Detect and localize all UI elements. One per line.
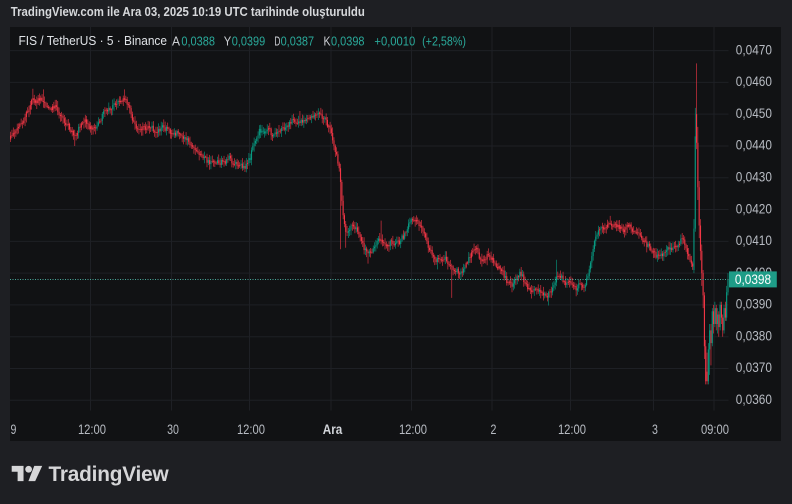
svg-text:0,0430: 0,0430 (736, 169, 772, 184)
svg-text:0,0398: 0,0398 (331, 34, 365, 49)
svg-text:12:00: 12:00 (78, 422, 106, 437)
svg-text:D: D (274, 34, 280, 49)
svg-text:30: 30 (167, 422, 179, 437)
svg-text:TradingView.com ile Ara 03, 20: TradingView.com ile Ara 03, 2025 10:19 U… (11, 4, 365, 19)
svg-text:2: 2 (491, 422, 497, 437)
svg-text:0,0387: 0,0387 (281, 34, 315, 49)
svg-text:12:00: 12:00 (237, 422, 265, 437)
svg-text:09:00: 09:00 (701, 422, 729, 437)
svg-text:0,0450: 0,0450 (736, 106, 772, 121)
svg-text:0,0398: 0,0398 (735, 272, 771, 287)
svg-text:0,0420: 0,0420 (736, 201, 772, 216)
svg-text:FIS / TetherUS · 5 · Binance: FIS / TetherUS · 5 · Binance (19, 33, 168, 48)
svg-text:0,0390: 0,0390 (736, 297, 772, 312)
svg-text:K: K (324, 34, 331, 49)
svg-text:0,0360: 0,0360 (736, 392, 772, 407)
svg-text:0,0410: 0,0410 (736, 233, 772, 248)
svg-text:A: A (172, 34, 180, 49)
svg-text:0,0440: 0,0440 (736, 138, 772, 153)
svg-text:0,0370: 0,0370 (736, 360, 772, 375)
svg-text:0,0460: 0,0460 (736, 74, 772, 89)
svg-text:Y: Y (224, 34, 232, 49)
svg-text:0,0470: 0,0470 (736, 42, 772, 57)
svg-text:12:00: 12:00 (558, 422, 586, 437)
svg-text:0,0380: 0,0380 (736, 328, 772, 343)
svg-text:12:00: 12:00 (399, 422, 427, 437)
svg-text:TradingView: TradingView (49, 463, 170, 486)
svg-text:9: 9 (11, 422, 17, 437)
svg-text:3: 3 (652, 422, 658, 437)
svg-text:0,0399: 0,0399 (232, 34, 266, 49)
svg-text:(+2,58%): (+2,58%) (422, 34, 466, 49)
svg-text:+0,0010: +0,0010 (374, 34, 415, 49)
svg-text:0,0388: 0,0388 (181, 34, 215, 49)
svg-text:Ara: Ara (323, 422, 343, 437)
